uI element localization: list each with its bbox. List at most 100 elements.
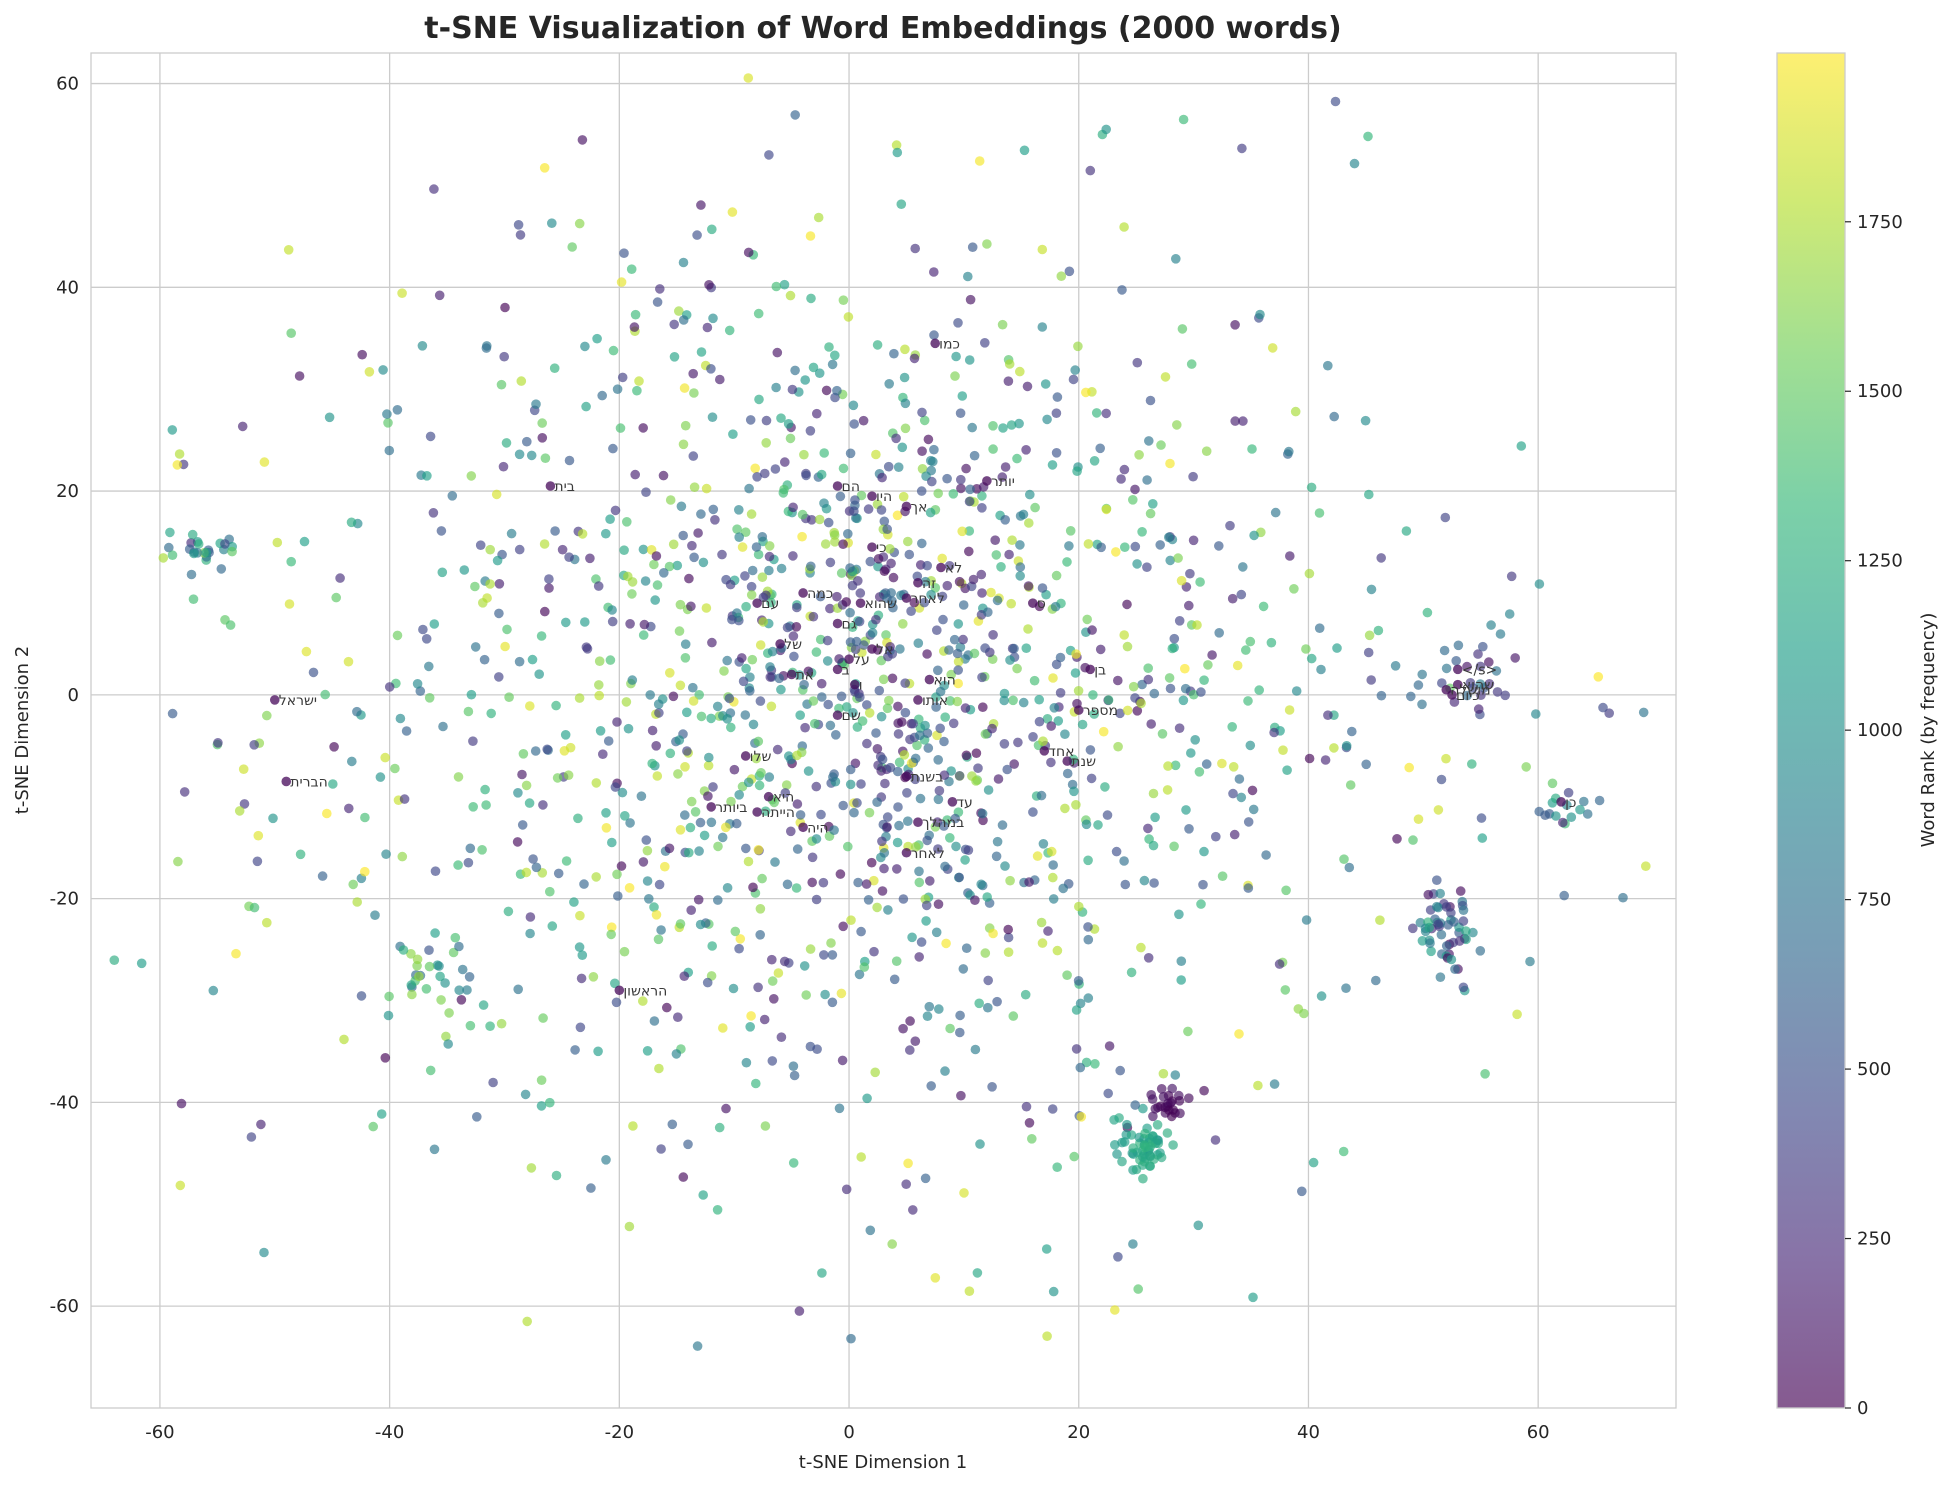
scatter-point [1156,1084,1167,1094]
scatter-point [688,682,698,693]
scatter-point [638,544,649,555]
labeled-point [269,695,280,705]
scatter-point [526,1163,537,1173]
scatter-point [899,372,910,383]
scatter-point [1037,244,1048,255]
scatter-point [930,583,941,593]
scatter-point [694,846,704,856]
scatter-point [887,1239,897,1249]
scatter-point [780,457,790,467]
scatter-point [892,147,903,158]
scatter-point [401,726,412,736]
scatter-point [791,622,802,632]
scatter-point [672,560,683,571]
scatter-point [757,532,768,542]
scatter-point [885,544,895,554]
scatter-point [935,686,946,697]
scatter-point [750,463,760,474]
scatter-point [1051,570,1062,581]
scatter-point [1103,1088,1113,1099]
scatter-point [926,589,936,600]
scatter-point [538,800,548,810]
scatter-point [1164,673,1175,683]
scatter-point [745,1022,755,1032]
scatter-point [1422,607,1433,618]
scatter-point [906,606,916,616]
scatter-point [435,971,445,982]
scatter-point [665,748,676,759]
scatter-point [1449,697,1460,707]
scatter-point [1207,650,1217,660]
scatter-point [626,264,637,275]
scatter-point [734,790,744,800]
scatter-point [698,1190,708,1200]
scatter-point [1168,1140,1178,1150]
scatter-point [465,843,476,854]
scatter-point [800,722,810,733]
scatter-point [886,558,896,569]
scatter-point [1172,420,1182,430]
scatter-point [746,590,757,600]
scatter-point [1071,800,1081,810]
scatter-point [1145,508,1156,519]
scatter-point [848,708,858,718]
scatter-point [862,738,872,749]
scatter-point [1170,760,1181,771]
scatter-point [835,869,846,879]
scatter-point [1117,285,1127,295]
scatter-point [1176,575,1187,586]
scatter-point [967,242,978,252]
scatter-point [1195,577,1205,587]
scatter-point [1376,690,1387,701]
scatter-point [339,1034,349,1045]
scatter-point [418,624,428,635]
scatter-point [1000,515,1010,525]
scatter-point [1098,726,1109,737]
scatter-point [1248,1292,1258,1303]
scatter-point [900,398,911,409]
scatter-point [740,710,751,720]
scatter-point [863,895,874,905]
scatter-point [1087,625,1097,635]
scatter-point [1109,1115,1119,1125]
scatter-point [1034,694,1044,705]
scatter-point [706,713,716,724]
labeled-point [901,771,912,782]
scatter-point [1145,1151,1156,1162]
scatter-point [528,854,538,864]
word-label: כמו [939,336,960,352]
scatter-point [980,729,991,739]
scatter-point [899,750,910,760]
scatter-point [964,546,974,557]
scatter-point [884,379,894,389]
scatter-point [1015,562,1026,572]
scatter-point [422,471,432,481]
scatter-point [1201,446,1212,457]
scatter-point [651,910,662,920]
scatter-point [819,448,829,458]
scatter-point [876,766,886,776]
scatter-point [726,796,736,807]
scatter-point [988,928,998,939]
scatter-point [780,788,791,798]
scatter-point [479,654,490,665]
scatter-point [811,894,822,905]
scatter-point [686,601,696,612]
scatter-point [601,808,611,818]
scatter-point [1404,762,1414,773]
scatter-point [638,996,648,1006]
scatter-point [843,841,853,852]
scatter-point [690,807,701,817]
colorbar-tick-label: 1000 [1857,720,1903,741]
scatter-point [909,353,920,364]
scatter-point [322,808,332,819]
scatter-point [591,778,602,788]
scatter-point [436,995,446,1005]
scatter-point [1408,923,1418,934]
scatter-point [654,879,665,890]
scatter-point [658,470,669,481]
scatter-point [1173,553,1183,563]
scatter-point [1136,698,1146,709]
scatter-point [397,288,407,299]
scatter-point [743,856,754,867]
